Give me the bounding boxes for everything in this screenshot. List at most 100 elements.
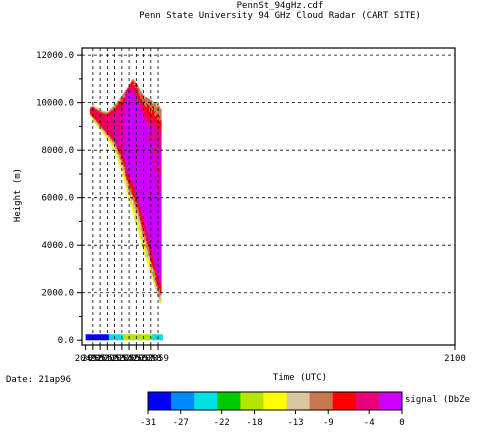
radar-cell [119,121,122,123]
radar-cell [143,200,145,203]
radar-cell [120,113,123,115]
radar-cell [141,216,143,219]
radar-cell [127,170,130,173]
radar-cell [140,157,142,160]
radar-cell [134,124,136,127]
radar-cell [118,114,121,116]
radar-cell [125,134,128,137]
radar-cell [137,113,139,116]
radar-cell [128,112,130,115]
radar-cell [132,130,134,134]
radar-cell [119,148,122,150]
radar-cell [143,228,145,231]
radar-cell [139,111,141,114]
radar-cell [129,123,131,126]
radar-cell [131,127,133,130]
radar-cell [126,124,129,126]
radar-cell [134,197,136,200]
radar-cell [122,167,125,170]
radar-cell [140,238,142,241]
radar-cell [123,148,126,151]
radar-cell [138,125,140,128]
radar-cell [132,110,134,113]
radar-cell [129,85,131,88]
radar-cell [121,124,124,126]
radar-cell [122,122,125,124]
radar-cell [130,94,132,97]
radar-cell [139,234,141,237]
radar-cell [143,159,145,162]
radar-cell [117,120,120,122]
radar-cell [124,148,127,151]
radar-cell [126,179,129,181]
radar-cell [122,173,125,175]
radar-cell [140,201,142,205]
radar-cell [136,175,138,178]
radar-cell [125,123,128,126]
radar-cell [127,116,130,119]
radar-cell [121,163,124,166]
radar-cell [136,151,138,155]
radar-cell [130,83,132,86]
radar-cell [133,166,135,169]
radar-cell [130,189,132,192]
radar-cell [129,84,131,87]
radar-cell [124,162,127,164]
radar-cell [141,118,143,121]
radar-cell [129,125,131,128]
radar-cell [137,110,139,113]
radar-cell [136,134,138,137]
radar-cell [126,100,129,102]
radar-cell [130,200,132,203]
radar-cell [126,158,129,161]
radar-cell [139,161,141,164]
radar-cell [117,113,120,116]
radar-cell [123,154,126,157]
radar-cell [135,181,137,185]
radar-cell [140,121,142,124]
radar-cell [123,160,126,163]
radar-cell [132,173,134,176]
radar-cell [124,137,127,140]
radar-cell [119,100,122,103]
radar-cell [141,228,143,231]
radar-cell [128,136,130,139]
radar-cell [137,115,139,118]
radar-cell [128,128,130,131]
radar-cell [119,116,122,119]
radar-cell [139,200,141,203]
radar-cell [133,169,135,172]
radar-cell [125,144,128,147]
radar-cell [118,114,121,117]
radar-cell [127,89,130,92]
radar-cell [124,181,127,184]
radar-cell [125,137,128,140]
radar-cell [131,184,133,187]
radar-cell [120,98,123,100]
radar-cell [126,104,129,107]
radar-cell [125,142,128,144]
radar-cell [143,128,145,131]
radar-cell [142,146,144,150]
radar-cell [118,119,121,122]
radar-cell [143,143,145,147]
radar-cell [127,112,130,115]
radar-cell [131,179,133,182]
radar-cell [117,112,120,114]
radar-cell [132,80,134,83]
radar-cell [123,172,126,174]
radar-cell [138,104,140,107]
radar-cell [143,164,145,167]
radar-cell [116,111,119,113]
radar-cell [129,140,131,143]
radar-cell [125,99,128,102]
radar-cell [139,98,141,101]
radar-cell [137,192,139,195]
radar-cell [127,177,130,180]
radar-cell [138,94,140,98]
radar-cell [142,152,144,155]
radar-cell [136,173,138,177]
radar-cell [139,184,141,187]
radar-cell [124,147,127,150]
radar-cell [125,163,128,166]
